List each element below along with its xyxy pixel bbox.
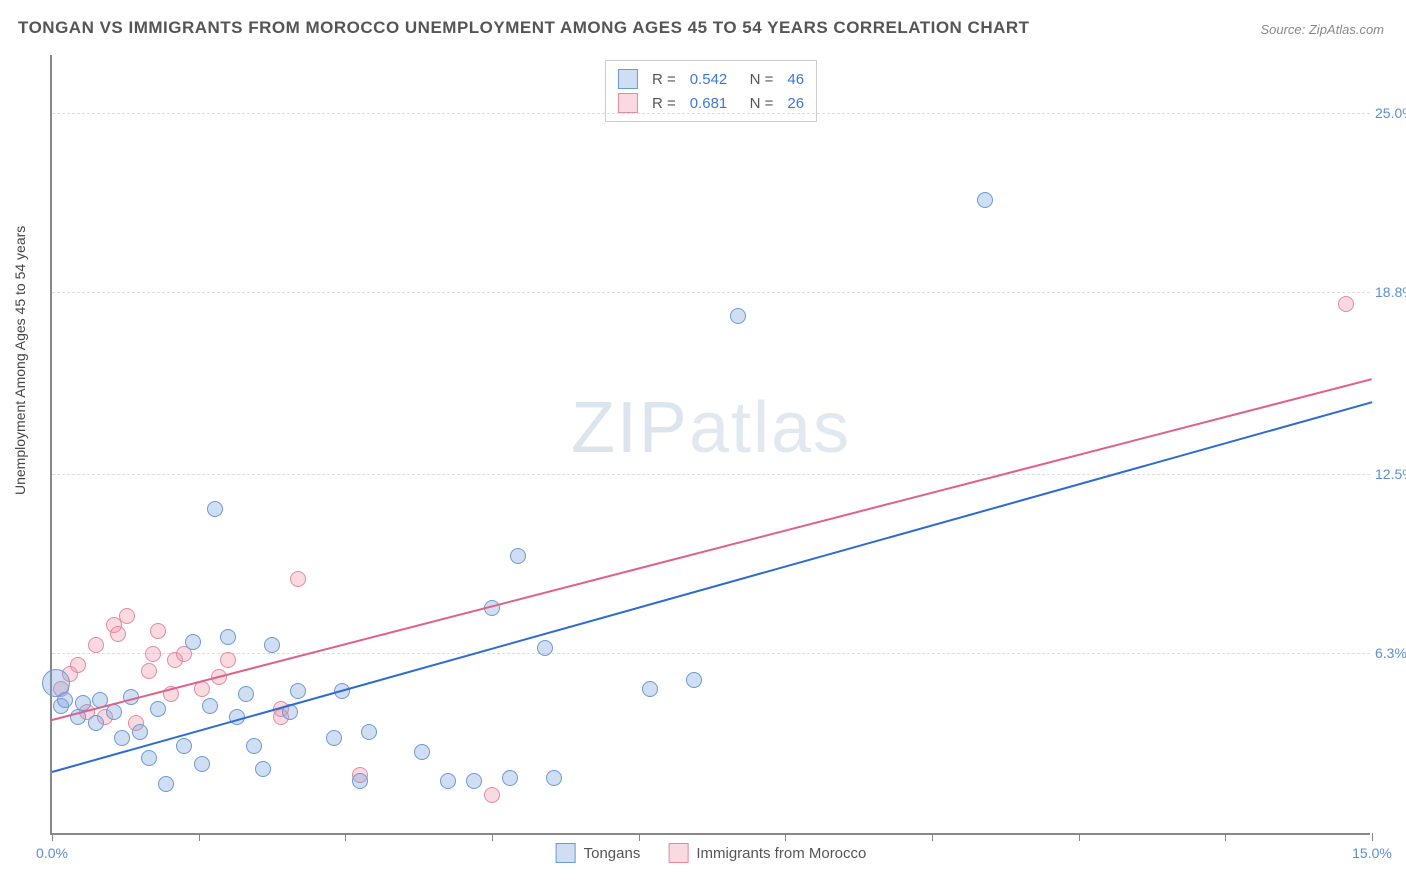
scatter-point-pink: [70, 657, 86, 673]
x-tick: [1372, 833, 1373, 841]
scatter-point-blue: [238, 686, 254, 702]
scatter-point-pink: [110, 626, 126, 642]
x-tick: [492, 833, 493, 841]
stat-row-pink: R = 0.681 N = 26: [618, 91, 804, 115]
y-tick-label: 25.0%: [1375, 105, 1406, 121]
scatter-point-blue: [246, 738, 262, 754]
x-tick-label-left: 0.0%: [36, 845, 68, 861]
chart-container: TONGAN VS IMMIGRANTS FROM MOROCCO UNEMPL…: [0, 0, 1406, 892]
legend-swatch-blue: [556, 843, 576, 863]
plot-area: ZIPatlas R = 0.542 N = 46 R = 0.681 N = …: [50, 55, 1370, 835]
x-tick: [785, 833, 786, 841]
scatter-point-blue: [352, 773, 368, 789]
scatter-point-blue: [686, 672, 702, 688]
scatter-point-blue: [202, 698, 218, 714]
legend-swatch-pink: [668, 843, 688, 863]
stat-r-label: R =: [652, 71, 676, 88]
scatter-point-pink: [150, 623, 166, 639]
y-tick-label: 18.8%: [1375, 284, 1406, 300]
scatter-point-pink: [145, 646, 161, 662]
scatter-point-blue: [158, 776, 174, 792]
source-attribution: Source: ZipAtlas.com: [1260, 22, 1384, 37]
scatter-point-blue: [255, 761, 271, 777]
legend: Tongans Immigrants from Morocco: [556, 843, 867, 863]
scatter-point-blue: [546, 770, 562, 786]
x-tick: [52, 833, 53, 841]
swatch-pink: [618, 93, 638, 113]
watermark: ZIPatlas: [571, 387, 851, 469]
swatch-blue: [618, 69, 638, 89]
watermark-bold: ZIP: [571, 388, 689, 468]
y-tick-label: 6.3%: [1375, 645, 1406, 661]
trend-line-blue: [52, 402, 1373, 774]
scatter-point-blue: [510, 548, 526, 564]
x-tick: [1079, 833, 1080, 841]
gridline: [52, 653, 1370, 654]
stat-r-label: R =: [652, 95, 676, 112]
trend-line-pink: [52, 379, 1372, 722]
x-tick: [639, 833, 640, 841]
scatter-point-blue: [326, 730, 342, 746]
stat-n-label: N =: [741, 95, 773, 112]
stat-r-pink: 0.681: [690, 95, 728, 112]
watermark-thin: atlas: [689, 388, 851, 468]
scatter-point-blue: [642, 681, 658, 697]
y-tick-label: 12.5%: [1375, 466, 1406, 482]
legend-label-pink: Immigrants from Morocco: [696, 845, 866, 862]
stat-n-blue: 46: [787, 71, 804, 88]
stat-r-blue: 0.542: [690, 71, 728, 88]
x-tick: [1225, 833, 1226, 841]
gridline: [52, 474, 1370, 475]
scatter-point-pink: [88, 637, 104, 653]
legend-item-pink: Immigrants from Morocco: [668, 843, 866, 863]
scatter-point-blue: [114, 730, 130, 746]
scatter-point-blue: [150, 701, 166, 717]
stat-row-blue: R = 0.542 N = 46: [618, 67, 804, 91]
legend-label-blue: Tongans: [584, 845, 641, 862]
scatter-point-blue: [537, 640, 553, 656]
x-tick: [345, 833, 346, 841]
scatter-point-blue: [290, 683, 306, 699]
scatter-point-blue: [57, 692, 73, 708]
x-tick: [932, 833, 933, 841]
stat-n-label: N =: [741, 71, 773, 88]
scatter-point-blue: [730, 308, 746, 324]
chart-area: Unemployment Among Ages 45 to 54 years Z…: [0, 55, 1406, 885]
scatter-point-blue: [977, 192, 993, 208]
scatter-point-pink: [141, 663, 157, 679]
scatter-point-blue: [207, 501, 223, 517]
y-axis-label: Unemployment Among Ages 45 to 54 years: [12, 226, 28, 495]
scatter-point-pink: [484, 787, 500, 803]
scatter-point-pink: [290, 571, 306, 587]
scatter-point-blue: [414, 744, 430, 760]
scatter-point-blue: [141, 750, 157, 766]
legend-item-blue: Tongans: [556, 843, 641, 863]
scatter-point-blue: [264, 637, 280, 653]
stat-n-pink: 26: [787, 95, 804, 112]
scatter-point-blue: [502, 770, 518, 786]
scatter-point-pink: [220, 652, 236, 668]
gridline: [52, 113, 1370, 114]
scatter-point-blue: [361, 724, 377, 740]
gridline: [52, 292, 1370, 293]
x-tick-label-right: 15.0%: [1352, 845, 1392, 861]
scatter-point-blue: [194, 756, 210, 772]
scatter-point-pink: [119, 608, 135, 624]
scatter-point-blue: [185, 634, 201, 650]
scatter-point-blue: [88, 715, 104, 731]
scatter-point-blue: [220, 629, 236, 645]
scatter-point-pink: [1338, 296, 1354, 312]
scatter-point-blue: [466, 773, 482, 789]
scatter-point-blue: [132, 724, 148, 740]
chart-title: TONGAN VS IMMIGRANTS FROM MOROCCO UNEMPL…: [18, 18, 1030, 38]
scatter-point-blue: [176, 738, 192, 754]
scatter-point-blue: [440, 773, 456, 789]
x-tick: [199, 833, 200, 841]
